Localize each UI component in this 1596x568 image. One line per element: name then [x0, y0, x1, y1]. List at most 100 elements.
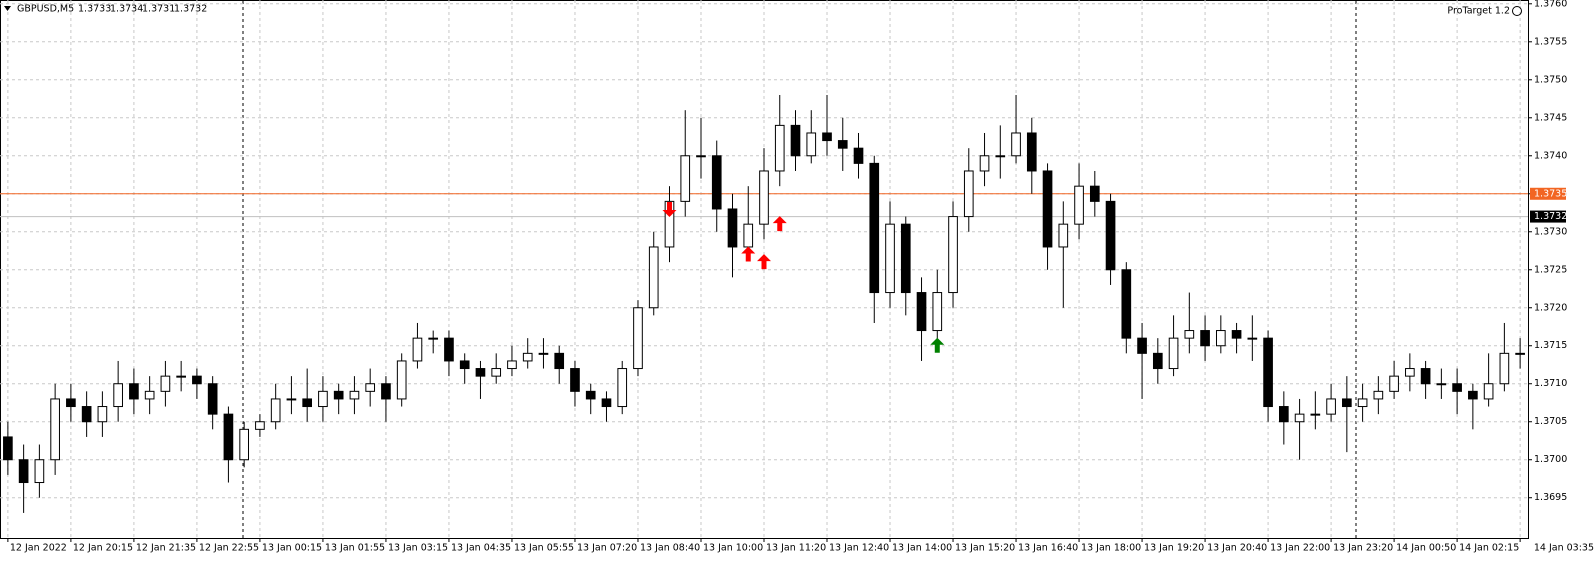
candle-body [916, 292, 927, 332]
candle-body [176, 375, 186, 378]
candle-body [995, 155, 1006, 158]
x-tick-label: 14 Jan 00:50 [1396, 543, 1456, 554]
candle-body [223, 413, 234, 461]
candle-body [1026, 132, 1037, 172]
candle-body [885, 223, 895, 294]
candle-body [1200, 330, 1210, 347]
candle-body [963, 170, 974, 218]
candle-body [1247, 337, 1258, 340]
candle-body [585, 390, 596, 400]
candle-body [1042, 170, 1053, 248]
candle-body [507, 360, 517, 370]
candle-body [759, 170, 769, 225]
candle-body [522, 352, 533, 362]
marks [0, 94, 1528, 513]
x-tick-label: 13 Jan 12:40 [829, 543, 889, 554]
x-tick-label: 13 Jan 14:00 [892, 543, 952, 554]
candle-body [318, 390, 328, 408]
candle-body [948, 216, 958, 294]
candle-body [1452, 383, 1462, 392]
x-tick-label: 14 Jan 02:15 [1459, 543, 1519, 554]
x-tick-label: 13 Jan 00:15 [262, 543, 322, 554]
candle-body [34, 459, 45, 484]
candle-body [1058, 223, 1069, 248]
candle-body [1279, 406, 1289, 423]
x-tick-label: 12 Jan 2022 [10, 543, 67, 554]
x-tick-label: 13 Jan 10:00 [703, 543, 763, 554]
y-tick-label: 1.3745 [1534, 112, 1567, 123]
candle-body [144, 390, 155, 400]
y-tick-label: 1.3760 [1534, 0, 1567, 9]
candle-body [160, 375, 171, 392]
candle-body [727, 208, 738, 248]
candle-body [1373, 390, 1384, 400]
symbol: GBPUSD,M5 [17, 4, 74, 15]
candle-body [66, 398, 76, 408]
candle-body [633, 307, 643, 370]
candle-body [396, 360, 407, 400]
candle-body [302, 398, 313, 408]
y-tick-label: 1.3750 [1534, 74, 1567, 85]
candle-body [617, 368, 628, 408]
candle-body [680, 155, 691, 202]
labels: GBPUSD,M5 1.3733 1.3734 1.3731 1.3732 Pr… [4, 0, 1594, 554]
x-tick-label: 13 Jan 15:20 [955, 543, 1015, 554]
candle-body [207, 383, 218, 415]
candle-body [1011, 132, 1021, 157]
candle-body [1263, 337, 1273, 408]
candle-body [979, 155, 990, 172]
signal-arrow [930, 337, 945, 353]
candle-body [664, 200, 675, 248]
candle-body [1215, 330, 1226, 347]
x-tick-label: 13 Jan 04:35 [451, 543, 511, 554]
candle-body [900, 223, 911, 294]
y-tick-label: 1.3740 [1534, 150, 1567, 161]
candle-body [743, 223, 754, 248]
price-tag-label: 1.3732 [1534, 211, 1567, 222]
candle-body [1357, 398, 1368, 408]
signal-arrow [757, 254, 771, 270]
indicator-icon [1512, 6, 1522, 16]
candle-body [1389, 375, 1399, 392]
x-tick-label: 12 Jan 20:15 [73, 543, 133, 554]
candle-body [192, 375, 202, 385]
candle-body [1310, 413, 1321, 416]
x-tick-label: 14 Jan 03:35 [1534, 543, 1594, 554]
y-tick-label: 1.3720 [1534, 302, 1567, 313]
candle-body [806, 132, 817, 157]
candle-body [365, 383, 376, 392]
candle-body [81, 406, 92, 423]
candle-body [459, 360, 470, 370]
x-tick-label: 13 Jan 20:40 [1207, 543, 1267, 554]
candle-body [1184, 330, 1195, 339]
candle-body [491, 368, 502, 377]
header-close: 1.3732 [174, 4, 207, 15]
candle-body [129, 383, 139, 400]
candle-body [869, 162, 880, 294]
candle-body [239, 428, 249, 461]
x-tick-label: 13 Jan 23:20 [1333, 543, 1393, 554]
candle-body [1420, 368, 1431, 385]
x-tick-label: 13 Jan 03:15 [388, 543, 448, 554]
candle-body [601, 398, 612, 408]
candle-body [428, 337, 439, 340]
candle-body [1121, 269, 1132, 339]
candle-body [1168, 337, 1179, 370]
candle-body [1231, 330, 1242, 339]
header-low: 1.3731 [142, 4, 175, 15]
x-tick-label: 13 Jan 16:40 [1018, 543, 1078, 554]
candle-body [1483, 383, 1494, 400]
candle-body [1499, 352, 1510, 385]
candle-body [790, 124, 801, 157]
menu-triangle[interactable] [4, 6, 11, 11]
y-tick-label: 1.3710 [1534, 378, 1567, 389]
header-high: 1.3734 [110, 4, 143, 15]
candle-body [1436, 383, 1447, 386]
x-tick-label: 13 Jan 05:55 [514, 543, 574, 554]
candle-body [286, 398, 297, 401]
candle-body [774, 124, 785, 172]
candle-body [711, 155, 722, 210]
candle-body [412, 337, 423, 362]
candle-body [1089, 185, 1100, 202]
